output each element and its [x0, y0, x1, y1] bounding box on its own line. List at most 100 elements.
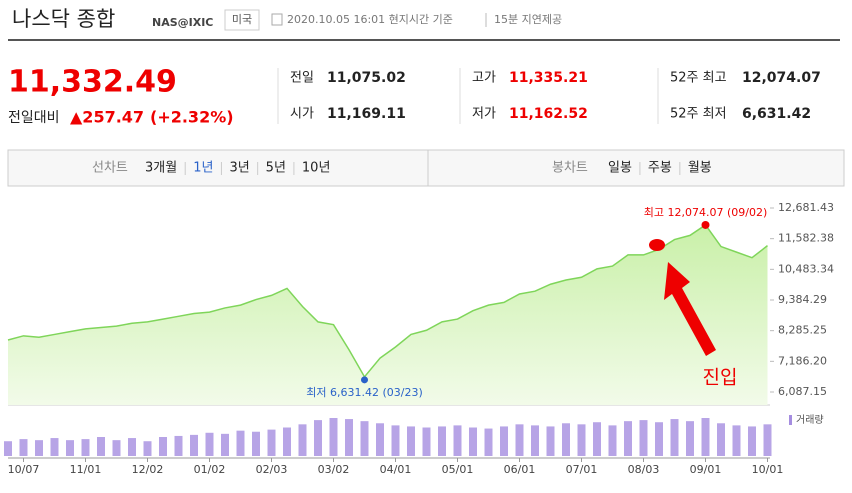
- volume-bar: [593, 422, 601, 456]
- volume-bar: [608, 425, 617, 456]
- high-label: 최고 12,074.07 (09/02): [644, 206, 768, 219]
- volume-bar: [360, 421, 369, 456]
- timestamp: 2020.10.05 16:01 현지시간 기준: [287, 13, 453, 26]
- volume-bar: [438, 426, 446, 456]
- y-tick-label: 6,087.15: [778, 385, 827, 398]
- price: 11,332.49: [8, 65, 177, 100]
- field-value: 11,075.02: [327, 70, 406, 86]
- change-label: 전일대비: [8, 110, 60, 126]
- volume-bar: [143, 441, 152, 456]
- volume-bar: [329, 418, 338, 456]
- field-label: 고가: [472, 71, 496, 86]
- candle-tab[interactable]: 주봉: [648, 161, 672, 176]
- field-label: 52주 최저: [670, 107, 727, 122]
- x-tick-label: 05/01: [442, 463, 474, 476]
- tab-bar: [7, 149, 845, 187]
- arrow: [664, 262, 716, 356]
- y-tick-label: 9,384.29: [778, 293, 827, 306]
- candle-tab[interactable]: 일봉: [608, 161, 632, 176]
- field-value: 11,169.11: [327, 106, 406, 122]
- range-tab[interactable]: 10년: [302, 161, 331, 176]
- entry-marker: [649, 239, 665, 251]
- volume-bar: [252, 431, 260, 456]
- volume-bar: [670, 419, 679, 456]
- area: [8, 224, 768, 405]
- volume-bar: [391, 425, 400, 456]
- x-tick-label: 06/01: [504, 463, 536, 476]
- range-tab[interactable]: 3년: [229, 161, 249, 176]
- range-tab[interactable]: 5년: [266, 161, 286, 176]
- y-tick-label: 11,582.38: [778, 232, 834, 245]
- volume-bar: [205, 432, 214, 456]
- market: 미국: [232, 13, 252, 26]
- volume-bar: [174, 435, 183, 456]
- volume-bar: [128, 438, 136, 456]
- x-tick-label: 10/01: [752, 463, 784, 476]
- field-value: 6,631.42: [742, 106, 811, 122]
- volume-bar: [236, 430, 245, 456]
- volume-bar: [283, 427, 291, 456]
- x-tick-label: 08/03: [628, 463, 660, 476]
- field-value: 12,074.07: [742, 70, 821, 86]
- volume-bar: [717, 423, 725, 456]
- volume-bar: [686, 421, 694, 456]
- volume-bar: [546, 426, 555, 456]
- market-box: [224, 9, 260, 31]
- volume-bar: [19, 439, 28, 456]
- volume-bar: [112, 440, 121, 456]
- x-tick-label: 12/02: [132, 463, 164, 476]
- volume-legend-swatch: [789, 415, 792, 425]
- title: 나스닥 종합: [12, 7, 115, 31]
- volume-bar: [376, 423, 384, 456]
- y-tick-label: 10,483.34: [778, 262, 834, 275]
- volume-bar: [50, 438, 59, 456]
- volume-bar: [763, 424, 772, 456]
- x-tick-label: 04/01: [380, 463, 412, 476]
- volume-bar: [298, 424, 307, 456]
- y-tick-label: 12,681.43: [778, 201, 834, 214]
- field-value: 11,335.21: [509, 70, 588, 86]
- volume-bar: [407, 426, 415, 456]
- volume-bar: [500, 426, 508, 456]
- x-tick-label: 02/03: [256, 463, 288, 476]
- change: ▲257.47: [70, 108, 144, 127]
- volume-bar: [655, 422, 663, 456]
- price-line: [7, 223, 768, 379]
- clock-icon: [271, 13, 283, 26]
- y-tick-label: 8,285.25: [778, 324, 827, 337]
- volume-bar: [531, 425, 539, 456]
- candle-chart-label: 봉차트: [552, 161, 588, 176]
- range-tab[interactable]: 1년: [193, 161, 213, 176]
- volume-bar: [732, 425, 741, 456]
- volume-bar: [267, 429, 276, 456]
- volume-bar: [562, 423, 570, 456]
- volume-bar: [453, 425, 462, 456]
- delay: 15분 지연제공: [494, 13, 562, 26]
- volume-bar: [190, 434, 198, 456]
- volume-label: 거래량: [796, 414, 824, 426]
- field-value: 11,162.52: [509, 106, 588, 122]
- volume-bar: [159, 437, 167, 456]
- volume-bar: [81, 439, 90, 456]
- volume-bar: [97, 437, 105, 456]
- annotation: 진입: [703, 367, 738, 389]
- line-chart-label: 선차트: [92, 161, 128, 176]
- y-tick-label: 7,186.20: [778, 354, 827, 367]
- range-tab[interactable]: 3개월: [145, 161, 177, 176]
- candle-tab[interactable]: 월봉: [688, 161, 712, 176]
- volume-bar: [701, 418, 710, 456]
- volume-bar: [515, 424, 524, 456]
- high-marker: [701, 220, 710, 229]
- volume-bar: [624, 421, 632, 456]
- x-tick-label: 01/02: [194, 463, 226, 476]
- volume-bar: [66, 440, 74, 456]
- volume-bar: [314, 420, 322, 456]
- low-label: 최저 6,631.42 (03/23): [306, 386, 423, 399]
- field-label: 시가: [290, 107, 314, 122]
- volume-bar: [4, 441, 12, 456]
- tabs: 3개월 1년 3년 5년 10년 일봉 주봉 월봉: [145, 161, 712, 176]
- field-label: 전일: [290, 71, 314, 86]
- x-tick-label: 11/01: [70, 463, 102, 476]
- volume-bar: [748, 426, 756, 456]
